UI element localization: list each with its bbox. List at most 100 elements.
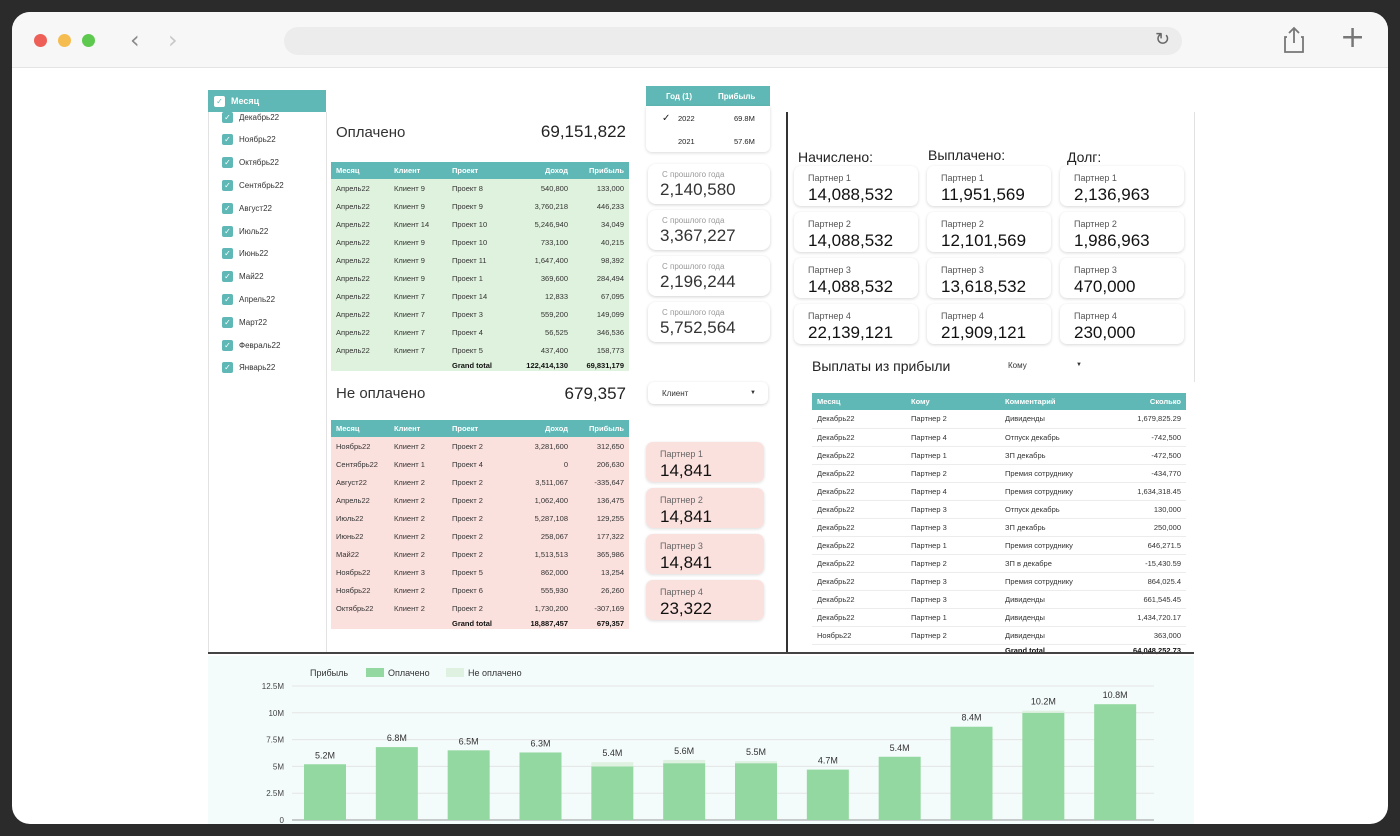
year-filter-header[interactable]: Год (1) Прибыль — [646, 86, 770, 106]
checkbox-icon[interactable]: ✓ — [222, 225, 233, 237]
table-row: Июнь22 Клиент 2 Проект 2 258,067 177,322 — [331, 527, 629, 545]
bar-paid[interactable] — [663, 763, 706, 820]
table-cell: Декабрь22 — [812, 482, 906, 501]
column-header[interactable]: Кому — [906, 393, 1000, 410]
column-header[interactable]: Клиент — [389, 162, 447, 179]
month-option[interactable]: ✓ Ноябрь22 — [222, 133, 276, 147]
back-icon[interactable]: ‹ — [130, 26, 140, 54]
column-header[interactable]: Прибыль — [573, 162, 629, 179]
bar-paid[interactable] — [735, 763, 777, 820]
month-option[interactable]: ✓ Декабрь22 — [222, 110, 279, 124]
reload-icon[interactable]: ↻ — [1154, 29, 1170, 50]
month-filter-header[interactable]: ✓ Месяц — [208, 90, 326, 112]
table-row: Июль22 Клиент 2 Проект 2 5,287,108 129,255 — [331, 509, 629, 527]
table-row: Ноябрь22 Клиент 2 Проект 2 3,281,600 312,650 — [331, 437, 629, 455]
share-icon[interactable] — [1282, 26, 1306, 54]
table-cell: Дивиденды — [1000, 590, 1110, 609]
bar-paid[interactable] — [950, 726, 993, 820]
forward-icon[interactable]: › — [168, 26, 178, 54]
checkbox-icon[interactable]: ✓ — [222, 248, 233, 260]
column-header[interactable]: Сколько — [1110, 393, 1186, 410]
checkbox-icon[interactable]: ✓ — [222, 316, 233, 328]
bar-paid[interactable] — [447, 750, 490, 820]
table-cell: Декабрь22 — [812, 590, 906, 609]
bar-paid[interactable] — [591, 766, 634, 820]
checkbox-icon[interactable]: ✓ — [222, 134, 233, 146]
card-label: С прошлого года — [662, 308, 725, 317]
month-option[interactable]: ✓ Июль22 — [222, 224, 268, 238]
bar-paid[interactable] — [806, 769, 849, 820]
month-option[interactable]: ✓ Январь22 — [222, 361, 275, 375]
table-cell: Апрель22 — [331, 287, 389, 305]
column-header[interactable]: Комментарий — [1000, 393, 1110, 410]
bar-paid[interactable] — [878, 756, 921, 820]
bar-unpaid[interactable] — [735, 761, 777, 764]
new-tab-icon[interactable]: + — [1340, 20, 1366, 55]
bar-unpaid[interactable] — [1022, 710, 1065, 713]
client-dropdown[interactable]: Клиент ▼ — [648, 382, 768, 404]
month-option[interactable]: ✓ Февраль22 — [222, 338, 280, 352]
data-label: 10.8M — [1103, 690, 1128, 700]
bar-paid[interactable] — [304, 764, 346, 820]
month-option[interactable]: ✓ Март22 — [222, 315, 267, 329]
debt-partner-card: Партнер 2 1,986,963 — [1060, 212, 1184, 252]
checkbox-icon[interactable]: ✓ — [222, 157, 233, 169]
accrued-title: Начислено: — [798, 149, 874, 165]
table-cell: 250,000 — [1110, 518, 1186, 537]
month-option[interactable]: ✓ Август22 — [222, 201, 272, 215]
legend-label[interactable]: Не оплачено — [468, 668, 522, 678]
checkbox-icon[interactable]: ✓ — [222, 202, 233, 214]
year-option[interactable]: 2021 57.6M — [646, 133, 770, 151]
legend-label[interactable]: Оплачено — [388, 668, 430, 678]
card-value: 14,088,532 — [808, 231, 894, 250]
address-bar[interactable]: ↻ — [284, 27, 1182, 55]
table-cell: 446,233 — [573, 197, 629, 215]
table-cell: 1,062,400 — [511, 491, 573, 509]
column-header[interactable]: Клиент — [389, 420, 447, 437]
year-option[interactable]: ✓ 2022 69.8M — [646, 110, 770, 128]
column-header[interactable]: Проект — [447, 420, 511, 437]
zoom-window-button[interactable] — [82, 34, 95, 47]
month-label: Июль22 — [239, 226, 269, 236]
bar-paid[interactable] — [375, 747, 418, 820]
column-header[interactable]: Доход — [511, 420, 573, 437]
card-value: 14,841 — [660, 461, 712, 480]
column-header[interactable]: Месяц — [331, 420, 389, 437]
legend-swatch[interactable] — [446, 668, 464, 677]
checkbox-icon[interactable]: ✓ — [222, 271, 233, 283]
table-cell: 312,650 — [573, 437, 629, 455]
month-option[interactable]: ✓ Апрель22 — [222, 292, 275, 306]
table-row: Декабрь22 Партнер 1 Премия сотруднику 646,2… — [812, 536, 1186, 555]
column-header[interactable]: Месяц — [331, 162, 389, 179]
month-option[interactable]: ✓ Сентябрь22 — [222, 178, 284, 192]
column-header[interactable]: Прибыль — [573, 420, 629, 437]
bar-paid[interactable] — [1022, 712, 1065, 820]
column-header[interactable]: Месяц — [812, 393, 906, 410]
grand-total-label: Grand total — [447, 359, 511, 371]
bar-unpaid[interactable] — [591, 762, 634, 767]
table-row: Декабрь22 Партнер 3 ЗП декабрь 250,000 — [812, 518, 1186, 537]
close-window-button[interactable] — [34, 34, 47, 47]
bar-paid[interactable] — [1094, 704, 1137, 820]
table-cell: Проект 10 — [447, 233, 511, 251]
checkbox-icon[interactable]: ✓ — [222, 362, 233, 374]
bar-paid[interactable] — [519, 752, 562, 820]
month-option[interactable]: ✓ Июнь22 — [222, 247, 268, 261]
checkbox-icon[interactable]: ✓ — [222, 339, 233, 351]
recipient-dropdown[interactable]: Кому ▼ — [1002, 356, 1086, 374]
table-cell: Проект 2 — [447, 545, 511, 563]
data-label: 6.5M — [459, 736, 479, 746]
minimize-window-button[interactable] — [58, 34, 71, 47]
checkbox-icon[interactable]: ✓ — [222, 293, 233, 305]
column-header[interactable]: Проект — [447, 162, 511, 179]
table-cell: 98,392 — [573, 251, 629, 269]
checkbox-icon[interactable]: ✓ — [222, 179, 233, 191]
table-cell: Сентябрь22 — [331, 455, 389, 473]
month-option[interactable]: ✓ Октябрь22 — [222, 156, 279, 170]
month-option[interactable]: ✓ Май22 — [222, 270, 264, 284]
checkbox-icon[interactable]: ✓ — [222, 111, 233, 123]
legend-swatch[interactable] — [366, 668, 384, 677]
column-header[interactable]: Доход — [511, 162, 573, 179]
table-cell: Проект 1 — [447, 269, 511, 287]
bar-unpaid[interactable] — [663, 759, 706, 764]
